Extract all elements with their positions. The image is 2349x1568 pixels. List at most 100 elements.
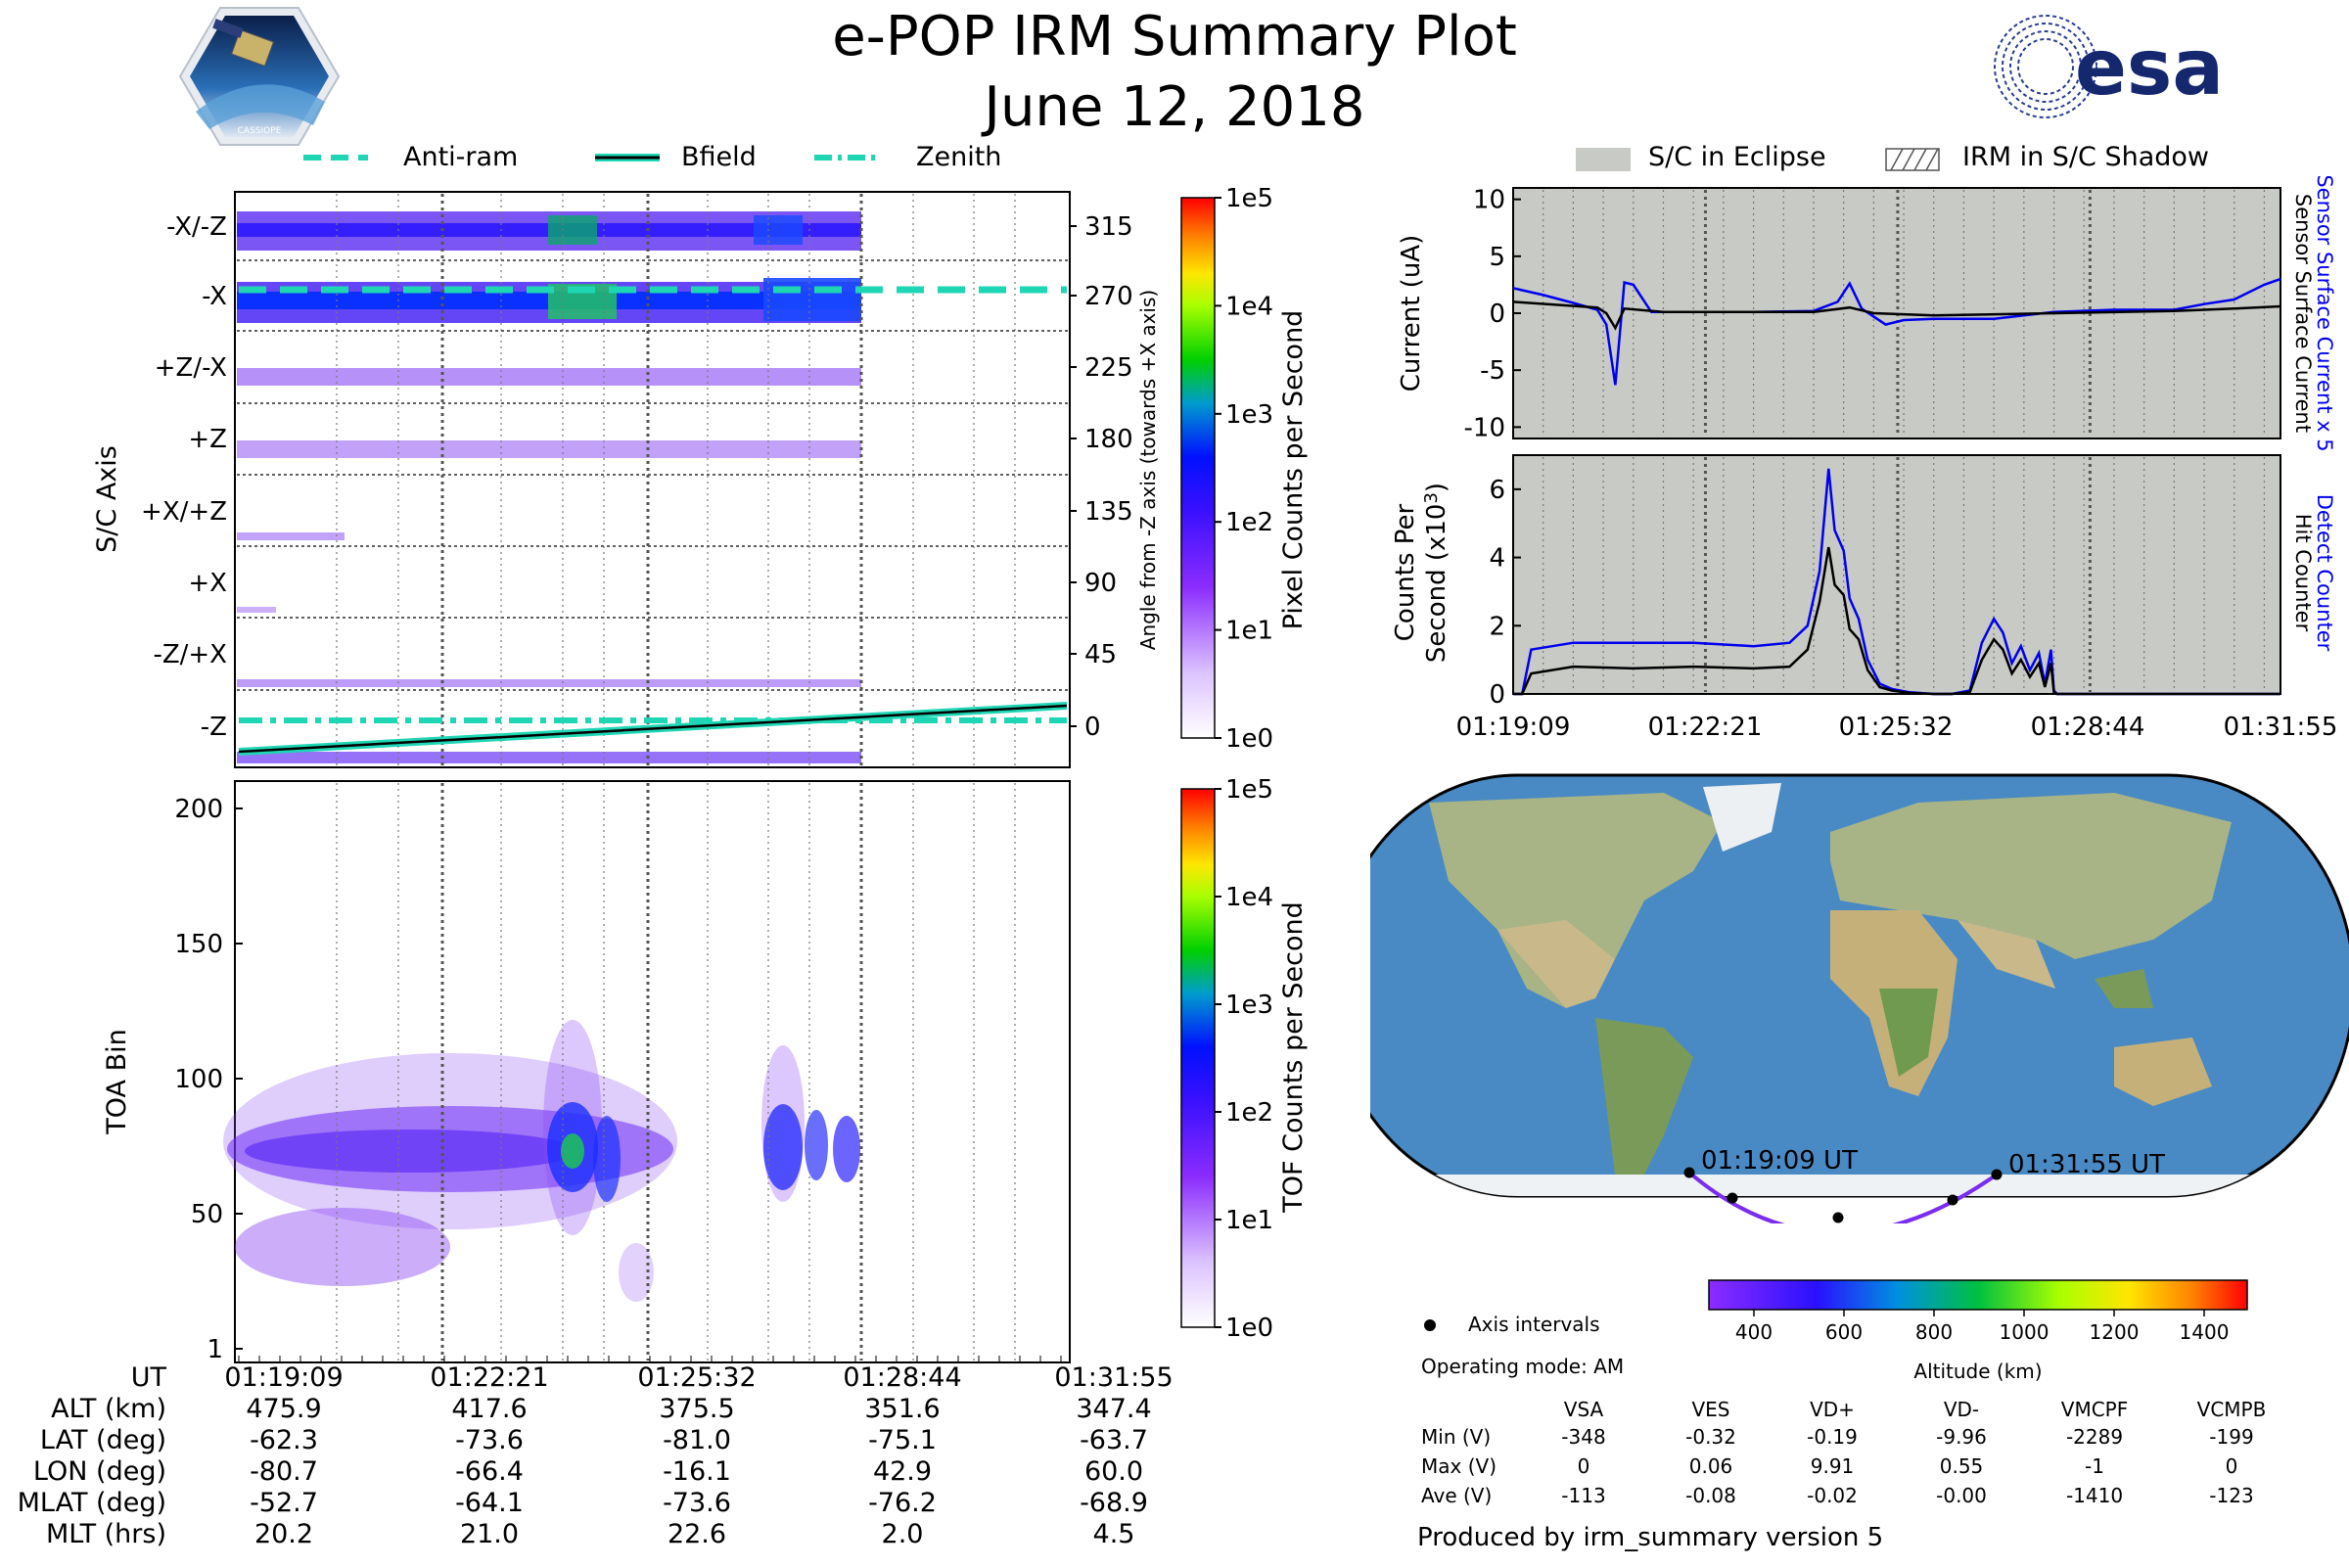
tof-y-tick-label: 100 bbox=[174, 1065, 223, 1094]
voltage-row-label: Min (V) bbox=[1421, 1425, 1492, 1449]
ephemeris-cell: -16.1 bbox=[663, 1456, 731, 1487]
ephemeris-cell: -73.6 bbox=[455, 1425, 524, 1455]
axis-interval-marker bbox=[1424, 1319, 1436, 1331]
esa-logo: esa bbox=[1994, 15, 2224, 118]
tof-x-minor-ticks bbox=[238, 1356, 1062, 1362]
ephemeris-cell: 01:22:21 bbox=[430, 1362, 549, 1393]
voltage-cell: 0.06 bbox=[1688, 1454, 1733, 1478]
page-date: June 12, 2018 bbox=[984, 75, 1365, 139]
pixel-y-right-tick-label: 90 bbox=[1084, 569, 1117, 598]
pixel-colorbar-tick-label: 1e3 bbox=[1225, 400, 1273, 430]
counts-y-label-line1: Counts Per bbox=[1391, 503, 1420, 641]
ephemeris-cell: -62.3 bbox=[250, 1425, 318, 1455]
pixel-heat-bands bbox=[237, 211, 861, 763]
pixel-y-tick-label: +X bbox=[188, 569, 227, 598]
pixel-y-tick-label: -X bbox=[202, 282, 227, 311]
pixel-y-right-tick-label: 45 bbox=[1084, 640, 1117, 669]
pixel-colorbar-tick-label: 1e0 bbox=[1225, 724, 1273, 754]
counts-y-ticks: 6 4 2 0 bbox=[1489, 476, 1521, 710]
series-line-0 bbox=[1513, 468, 2280, 696]
tof-colorbar-label: TOF Counts per Second bbox=[1278, 901, 1309, 1214]
eclipse-legend: S/C in Eclipse IRM in S/C Shadow bbox=[1566, 140, 2251, 179]
y-tick-label: -5 bbox=[1480, 356, 1505, 386]
ephemeris-cell: 60.0 bbox=[1083, 1456, 1144, 1487]
tof-y-label: TOA Bin bbox=[102, 1029, 132, 1134]
track-end-label: 01:31:55 UT bbox=[2008, 1150, 2165, 1179]
track-point-4 bbox=[1947, 1194, 1958, 1206]
pixel-colorbar-tick-label: 1e4 bbox=[1225, 292, 1273, 321]
tof-major-time-grid bbox=[440, 783, 863, 1360]
y-tick-label: 0 bbox=[1489, 680, 1505, 710]
counts-x-tick-label: 01:22:21 bbox=[1648, 713, 1763, 742]
pixel-y-label: S/C Axis bbox=[92, 445, 122, 553]
tof-colorbar-tick-label: 1e0 bbox=[1225, 1314, 1273, 1343]
voltage-col-header: VES bbox=[1691, 1398, 1730, 1421]
ephemeris-cell: -75.1 bbox=[868, 1425, 937, 1455]
current-y-label: Current (uA) bbox=[1397, 235, 1426, 392]
current-panel: 10 5 0 -5 -10 Current (uA) Sensor Surface Cu… bbox=[1397, 176, 2336, 452]
tof-plot-area bbox=[234, 780, 1071, 1363]
cassiope-logo: CASSIOPE bbox=[178, 7, 341, 146]
ephemeris-cell: 01:25:32 bbox=[637, 1362, 757, 1393]
altitude-colorbar-panel: 400 600 800 1000 1200 1400 Altitude (km) Axis… bbox=[1424, 1279, 2248, 1383]
legend-eclipse-swatch bbox=[1576, 148, 1631, 171]
ephemeris-cell: -64.1 bbox=[455, 1488, 524, 1518]
counts-right-label-1: Detect Counter bbox=[2313, 494, 2336, 652]
pixel-y-tick-label: -Z bbox=[201, 713, 227, 742]
ephemeris-cell: -68.9 bbox=[1080, 1488, 1148, 1518]
voltage-cell: -1 bbox=[2085, 1454, 2104, 1478]
legend-zenith-swatch bbox=[814, 155, 879, 161]
y-tick-label: 10 bbox=[1473, 186, 1505, 215]
current-right-label-1: Sensor Surface Current x 5 bbox=[2313, 176, 2336, 452]
voltage-col-header: VCMPB bbox=[2196, 1398, 2267, 1421]
tof-colorbar-tick-label: 1e3 bbox=[1225, 991, 1273, 1020]
pixel-time-grid bbox=[336, 194, 1016, 765]
pixel-y-right-tick-label: 0 bbox=[1084, 713, 1101, 742]
tof-counts-panel: 1e5 1e4 1e3 1e2 1e1 1e0 TOF Counts per Second… bbox=[102, 775, 1309, 1364]
voltage-cell: 0 bbox=[1577, 1454, 1590, 1478]
voltage-row-label: Ave (V) bbox=[1421, 1484, 1493, 1507]
legend-zenith-label: Zenith bbox=[916, 142, 1002, 172]
counts-x-tick-label: 01:19:09 bbox=[1456, 713, 1571, 742]
voltage-cell: -2289 bbox=[2065, 1425, 2124, 1449]
counts-x-tick-label: 01:28:44 bbox=[2031, 713, 2145, 742]
voltage-cell: 0.55 bbox=[1939, 1454, 1984, 1478]
ephemeris-cell: -73.6 bbox=[663, 1488, 731, 1518]
voltage-cell: -9.96 bbox=[1936, 1425, 1987, 1449]
pixel-y-tick-label: -Z/+X bbox=[153, 640, 227, 669]
pixel-y-right-tick-label: 180 bbox=[1084, 425, 1133, 454]
tof-y-tick-label: 50 bbox=[191, 1200, 223, 1229]
track-point-start bbox=[1683, 1167, 1695, 1178]
axis-interval-legend-label: Axis intervals bbox=[1468, 1313, 1600, 1336]
ephemeris-row-label: UT bbox=[130, 1362, 166, 1393]
pixel-y-tick-label: +Z/-X bbox=[155, 353, 227, 383]
ephemeris-cell: 4.5 bbox=[1092, 1519, 1135, 1549]
legend-anti-ram-label: Anti-ram bbox=[403, 142, 519, 172]
pixel-colorbar-tick-label: 1e5 bbox=[1225, 184, 1273, 213]
pixel-y-right-label: Angle from -Z axis (towards +X axis) bbox=[1136, 290, 1160, 650]
voltage-cell: 0 bbox=[2225, 1454, 2238, 1478]
voltage-cell: -199 bbox=[2209, 1425, 2254, 1449]
voltage-cell: -123 bbox=[2209, 1484, 2254, 1507]
bfield-line bbox=[238, 704, 1068, 754]
counts-y-label-line2: Second (x103) bbox=[1421, 483, 1451, 663]
tof-colorbar bbox=[1180, 788, 1216, 1328]
world-map bbox=[1370, 773, 2349, 1198]
ephemeris-table: UT 01:19:09 01:22:21 01:25:32 01:28:44 01:31:… bbox=[0, 1362, 1174, 1568]
ephemeris-cell: -63.7 bbox=[1080, 1425, 1148, 1455]
current-y-ticks: 10 5 0 -5 -10 bbox=[1464, 186, 1521, 442]
voltage-cell: -0.19 bbox=[1807, 1425, 1858, 1449]
ephemeris-cell: 01:19:09 bbox=[224, 1362, 344, 1393]
legend-bfield-swatch bbox=[595, 154, 660, 161]
tof-colorbar-ticks: 1e5 1e4 1e3 1e2 1e1 1e0 bbox=[1215, 775, 1273, 1343]
ephemeris-cell: 01:28:44 bbox=[843, 1362, 962, 1393]
ephemeris-cell: -76.2 bbox=[868, 1488, 937, 1518]
y-tick-label: 0 bbox=[1489, 300, 1505, 329]
voltage-cell: -0.08 bbox=[1685, 1484, 1736, 1507]
line-legend: Anti-ram Bfield Zenith bbox=[294, 140, 1077, 179]
altitude-tick-label: 800 bbox=[1915, 1320, 1953, 1344]
legend-shadow-label: IRM in S/C Shadow bbox=[1962, 142, 2210, 172]
pixel-colorbar-ticks: 1e5 1e4 1e3 1e2 1e1 1e0 bbox=[1215, 184, 1273, 754]
ephemeris-cell: -81.0 bbox=[663, 1425, 731, 1455]
